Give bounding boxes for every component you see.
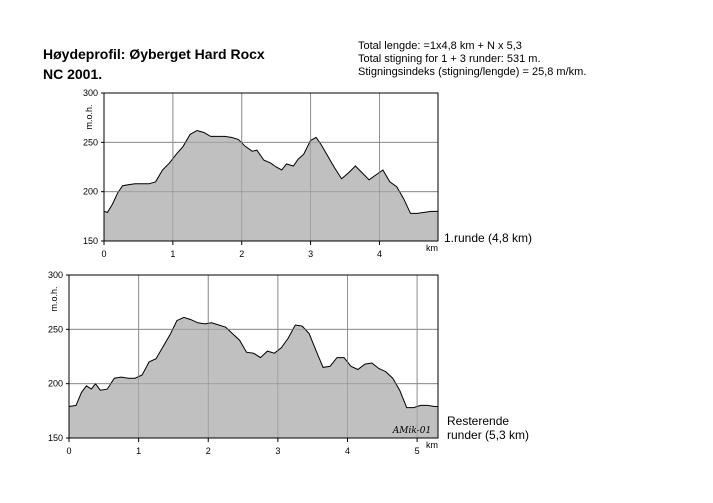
x-tick-label: 4 xyxy=(345,446,350,456)
chart2-annotation: Resterende runder (5,3 km) xyxy=(447,414,529,442)
y-tick-label: 300 xyxy=(48,270,63,280)
y-tick-label: 200 xyxy=(83,187,98,197)
elevation-line xyxy=(68,316,438,409)
x-tick-label: 2 xyxy=(239,249,244,259)
x-tick-label: 3 xyxy=(308,249,313,259)
chart-1: 0 1 2 3 4 km 150 200 250 300 m.o.h. xyxy=(83,88,439,259)
x-axis-label: km xyxy=(426,243,438,253)
y-tick-label: 200 xyxy=(48,379,63,389)
stat-total-length: Total lengde: =1x4,8 km + N x 5,3 xyxy=(358,40,522,52)
x-tick-label: 5 xyxy=(415,446,420,456)
y-tick-label: 300 xyxy=(83,88,98,98)
y-axis-label: m.o.h. xyxy=(84,104,94,129)
plot-frame xyxy=(68,274,439,439)
y-axis-label: m.o.h. xyxy=(49,286,59,311)
chart2-annotation-line-1: Resterende xyxy=(447,414,510,428)
x-tick-label: 1 xyxy=(170,249,175,259)
x-tick-label: 4 xyxy=(377,249,382,259)
y-tick-label: 250 xyxy=(48,324,63,334)
chart1-annotation: 1.runde (4,8 km) xyxy=(444,231,533,245)
x-axis-label: km xyxy=(426,440,438,450)
stat-total-climb: Total stigning for 1 + 3 runder: 531 m. xyxy=(358,53,541,65)
x-tick-label: 0 xyxy=(101,249,106,259)
stat-climb-index: Stigningsindeks (stigning/lengde) = 25,8… xyxy=(358,66,587,78)
y-tick-label: 250 xyxy=(83,137,98,147)
chart-title: Høydeprofil: Øyberget Hard Rocx NC 2001. xyxy=(43,44,265,84)
elevation-area xyxy=(69,317,438,438)
y-tick-label: 150 xyxy=(83,236,98,246)
y-tick-label: 150 xyxy=(48,433,63,443)
signature: AMik-01 xyxy=(392,426,431,436)
title-line-1: Høydeprofil: Øyberget Hard Rocx xyxy=(43,46,265,62)
chart-2: 0 1 2 3 4 5 km 150 200 250 300 m.o.h. xyxy=(48,270,439,456)
chart2-annotation-line-2: runder (5,3 km) xyxy=(447,428,530,442)
x-tick-label: 2 xyxy=(206,446,211,456)
x-tick-label: 3 xyxy=(275,446,280,456)
elevation-area xyxy=(104,130,438,241)
x-tick-label: 0 xyxy=(66,446,71,456)
title-line-2: NC 2001. xyxy=(43,66,103,82)
stats-block: Total lengde: =1x4,8 km + N x 5,3 Total … xyxy=(358,40,586,79)
x-tick-label: 1 xyxy=(136,446,141,456)
elevation-line xyxy=(103,129,438,214)
plot-frame xyxy=(103,92,439,242)
